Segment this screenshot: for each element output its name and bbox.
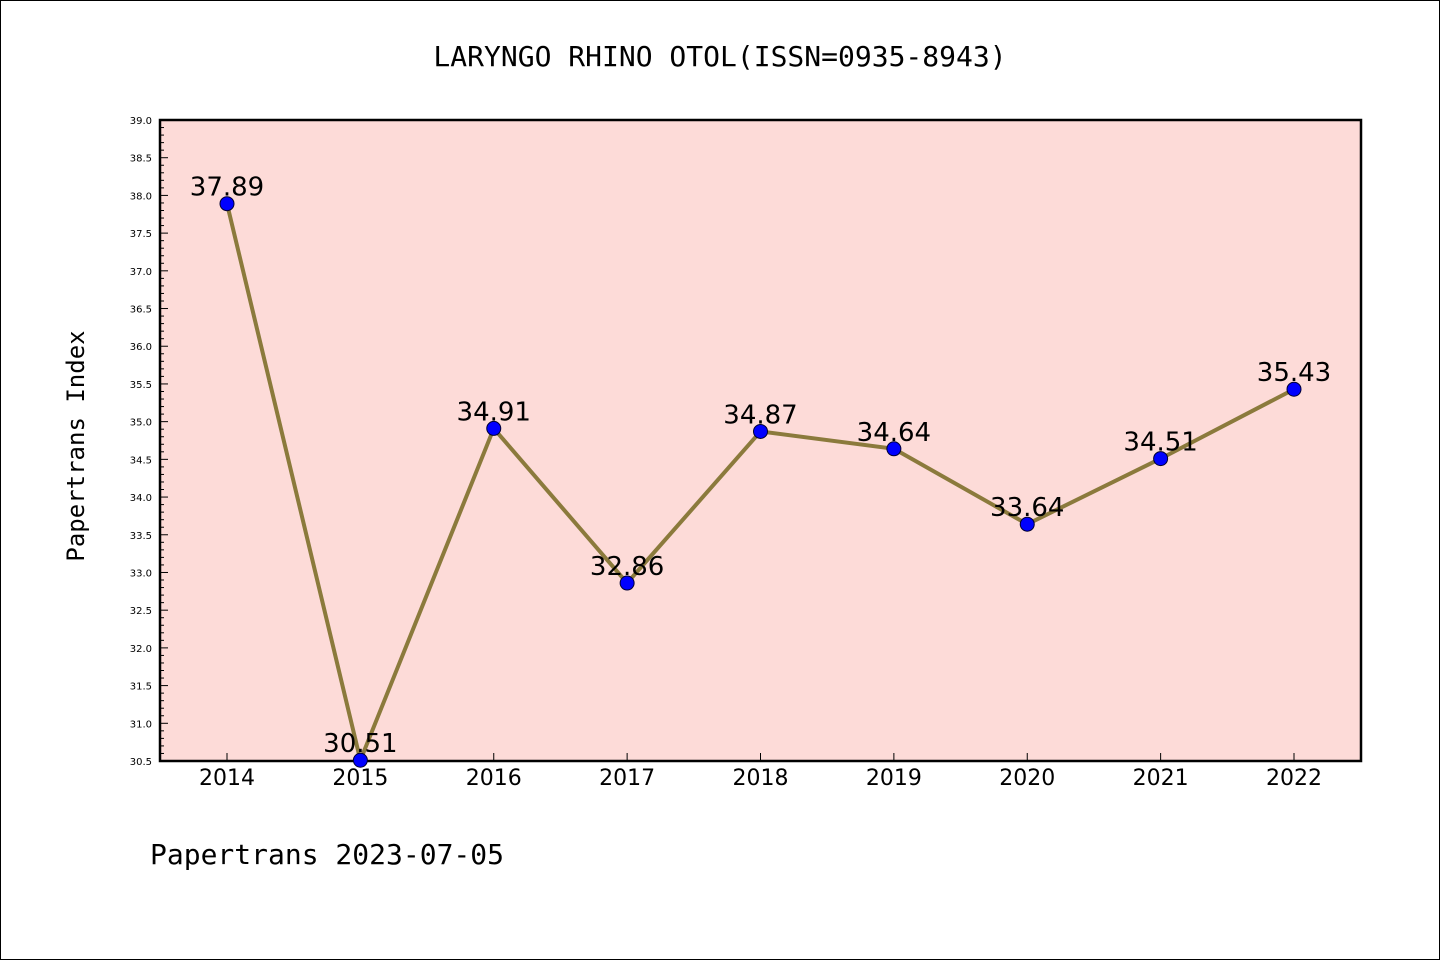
y-tick-label: 33.0 <box>130 568 152 579</box>
data-label: 35.43 <box>1257 358 1331 388</box>
data-point <box>486 420 502 436</box>
y-tick-label: 36.5 <box>130 305 152 316</box>
y-tick-label: 36.0 <box>130 342 152 353</box>
y-axis-label: Papertrans Index <box>62 330 90 561</box>
y-axis: 30.5 31.0 31.5 32.0 32.5 33.0 33.5 34.0 34.5 35.0… <box>130 116 168 768</box>
y-tick-label: 37.0 <box>130 267 152 278</box>
y-tick-label: 33.5 <box>130 531 152 542</box>
data-point <box>1019 516 1035 532</box>
data-point <box>352 752 368 768</box>
data-label: 37.89 <box>190 173 264 203</box>
x-axis: 2014 2015 2016 2017 2018 2019 2020 2021 2022 <box>199 753 1322 791</box>
y-tick-label: 38.0 <box>130 191 152 202</box>
data-label: 34.51 <box>1123 428 1197 458</box>
data-point <box>619 575 635 591</box>
x-tick-label: 2019 <box>866 766 922 791</box>
x-tick-label: 2021 <box>1133 766 1189 791</box>
y-tick-label: 31.5 <box>130 682 152 693</box>
chart-title: LARYNGO RHINO OTOL(ISSN=0935-8943) <box>433 40 1006 73</box>
x-tick-label: 2018 <box>733 766 789 791</box>
y-tick-label: 35.0 <box>130 418 152 429</box>
data-labels: 37.89 30.51 34.91 32.86 34.87 34.64 33.64 34.51… <box>190 173 1331 760</box>
y-tick-label: 30.5 <box>130 757 152 768</box>
data-label: 32.86 <box>590 552 664 582</box>
y-tick-label: 32.5 <box>130 606 152 617</box>
plot-area <box>158 118 1363 763</box>
data-point <box>1153 451 1169 467</box>
y-tick-label: 32.0 <box>130 644 152 655</box>
x-tick-label: 2022 <box>1266 766 1322 791</box>
y-tick-label: 39.0 <box>130 116 152 127</box>
x-tick-label: 2014 <box>199 766 255 791</box>
data-label: 34.87 <box>723 400 797 430</box>
x-tick-label: 2015 <box>332 766 388 791</box>
y-tick-label: 34.0 <box>130 493 152 504</box>
footer-credit: Papertrans 2023-07-05 <box>150 838 504 871</box>
data-point <box>886 441 902 457</box>
data-point <box>219 196 235 212</box>
data-label: 30.51 <box>323 729 397 759</box>
x-tick-label: 2016 <box>466 766 522 791</box>
series-markers <box>219 196 1302 768</box>
y-tick-label: 31.0 <box>130 719 152 730</box>
data-point <box>753 423 768 439</box>
x-tick-label: 2017 <box>599 766 655 791</box>
x-tick-label: 2020 <box>999 766 1055 791</box>
y-tick-label: 37.5 <box>130 229 152 240</box>
data-label: 34.91 <box>457 397 531 427</box>
y-tick-label: 38.5 <box>130 154 152 165</box>
y-tick-label: 35.5 <box>130 380 152 391</box>
data-label: 34.64 <box>857 418 931 448</box>
data-label: 33.64 <box>990 493 1064 523</box>
data-point <box>1286 381 1302 397</box>
y-tick-label: 34.5 <box>130 455 152 466</box>
